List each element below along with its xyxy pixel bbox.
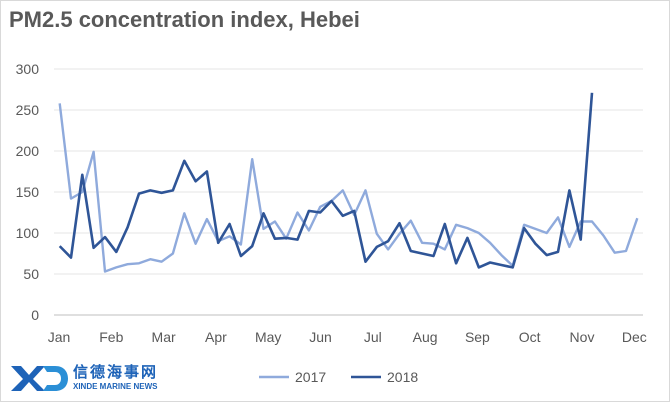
legend: 2017 2018 xyxy=(259,369,418,385)
logo-english-text: XINDE MARINE NEWS xyxy=(73,382,158,391)
y-tick-label: 50 xyxy=(23,266,39,282)
x-tick-label: Feb xyxy=(99,329,123,345)
x-tick-label: Dec xyxy=(622,329,647,345)
x-tick-label: Jan xyxy=(48,329,71,345)
y-tick-label: 200 xyxy=(16,143,40,159)
y-axis-tick-labels: 0 50 100 150 200 250 300 xyxy=(16,61,40,323)
logo-chinese-text: 信德海事网 xyxy=(73,363,159,381)
series-line-2018 xyxy=(58,92,594,269)
x-tick-label: Jul xyxy=(364,329,382,345)
x-tick-label: Mar xyxy=(152,329,176,345)
x-tick-label: Oct xyxy=(519,329,541,345)
y-tick-label: 250 xyxy=(16,102,40,118)
series-lines xyxy=(58,92,639,273)
legend-label-2018: 2018 xyxy=(387,369,418,385)
x-tick-label: Jun xyxy=(309,329,332,345)
y-tick-label: 300 xyxy=(16,61,40,77)
xd-logo-icon xyxy=(11,366,68,391)
x-tick-label: Aug xyxy=(413,329,438,345)
chart-title: PM2.5 concentration index, Hebei xyxy=(9,7,360,32)
series-line-2017 xyxy=(58,103,639,273)
x-tick-label: Apr xyxy=(205,329,227,345)
y-tick-label: 100 xyxy=(16,225,40,241)
x-axis-tick-labels: Jan Feb Mar Apr May Jun Jul Aug Sep Oct Nov Dec xyxy=(48,329,647,345)
x-tick-label: Nov xyxy=(570,329,595,345)
xinde-logo: 信德海事网 XINDE MARINE NEWS xyxy=(9,363,158,393)
x-tick-label: Sep xyxy=(465,329,490,345)
legend-label-2017: 2017 xyxy=(295,369,326,385)
y-tick-label: 0 xyxy=(31,307,39,323)
x-tick-label: May xyxy=(255,329,281,345)
y-tick-label: 150 xyxy=(16,184,40,200)
